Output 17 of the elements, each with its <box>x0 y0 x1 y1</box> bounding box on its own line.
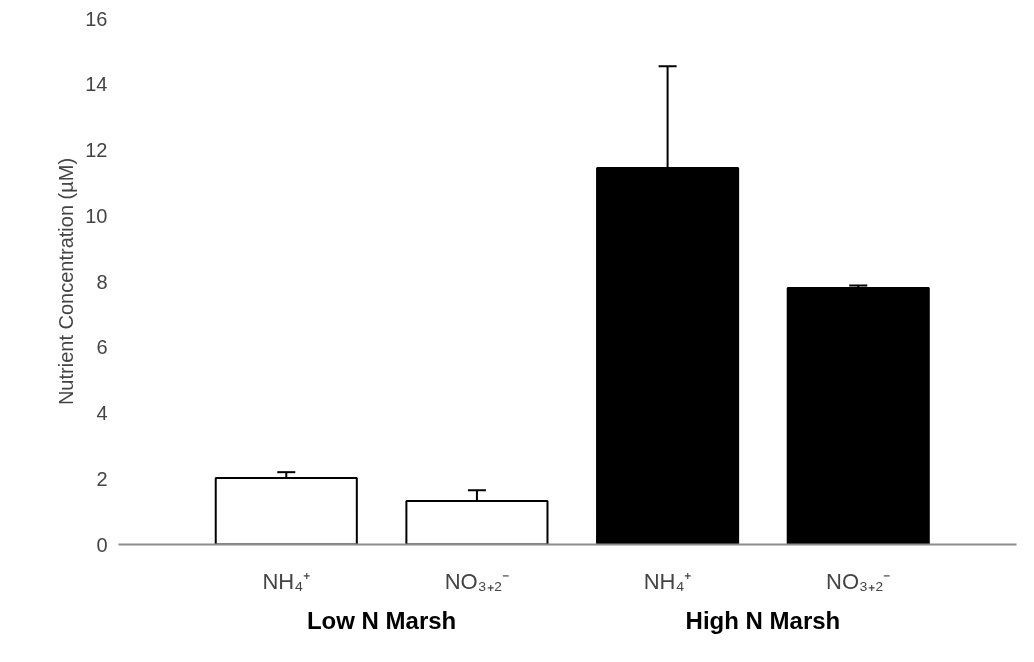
y-tick-label: 8 <box>96 270 108 293</box>
y-tick-label: 12 <box>85 139 108 161</box>
y-tick-label: 4 <box>96 402 108 424</box>
y-tick-label: 14 <box>85 73 108 96</box>
bar <box>786 287 930 545</box>
y-tick-label: 16 <box>85 7 108 30</box>
y-tick-label: 2 <box>96 467 108 490</box>
x-tick-label: NH₄⁺ <box>643 568 692 594</box>
y-tick-label: 10 <box>85 204 108 227</box>
y-axis-title: Nutrient Concentration (µM) <box>55 157 78 406</box>
text: Low N Marsh <box>306 606 457 634</box>
x-tick-label: NH₄⁺ <box>262 568 311 594</box>
x-tick-label: NO₃₊₂⁻ <box>826 568 891 594</box>
y-tick-label: 0 <box>96 533 108 556</box>
y-tick-label: 6 <box>96 336 108 359</box>
text: High N Marsh <box>685 606 841 634</box>
x-tick-label: NO₃₊₂⁻ <box>444 568 510 594</box>
